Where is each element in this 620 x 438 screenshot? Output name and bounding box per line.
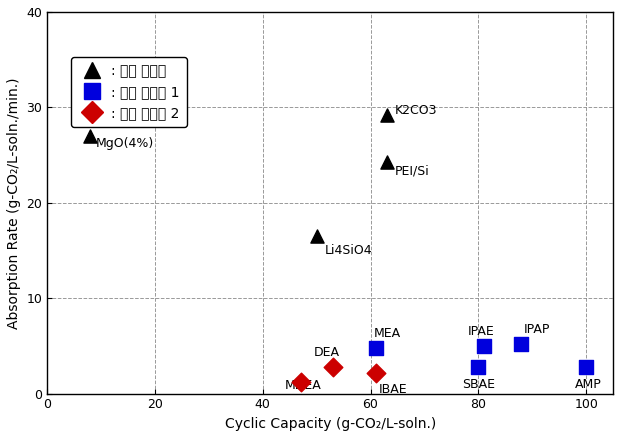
- Text: MgO(4%): MgO(4%): [95, 137, 154, 150]
- Point: [382, 112, 392, 119]
- Text: IPAE: IPAE: [467, 325, 494, 338]
- Point: [328, 364, 338, 371]
- Point: [166, 61, 176, 68]
- Text: K2CO3: K2CO3: [395, 104, 437, 117]
- Text: AMP: AMP: [575, 378, 602, 391]
- Point: [581, 364, 591, 371]
- Point: [86, 132, 95, 139]
- Text: IPAP: IPAP: [524, 323, 551, 336]
- Legend: : 건식 흉수제, : 습식 흉수제 1, : 습식 흉수제 2: : 건식 흉수제, : 습식 흉수제 1, : 습식 흉수제 2: [71, 57, 187, 127]
- Point: [123, 96, 133, 103]
- Point: [371, 344, 381, 351]
- X-axis label: Cyclic Capacity (g-CO₂/L-soln.): Cyclic Capacity (g-CO₂/L-soln.): [224, 417, 436, 431]
- Text: IBAE: IBAE: [379, 383, 407, 396]
- Text: DEA: DEA: [314, 346, 340, 359]
- Text: MEA: MEA: [373, 327, 401, 340]
- Point: [312, 233, 322, 240]
- Y-axis label: Absorption Rate (g-CO₂/L-soln./min.): Absorption Rate (g-CO₂/L-soln./min.): [7, 77, 21, 328]
- Point: [474, 364, 484, 371]
- Text: MDEA: MDEA: [285, 378, 321, 392]
- Point: [296, 379, 306, 386]
- Point: [382, 158, 392, 165]
- Text: Li4SiO4: Li4SiO4: [325, 244, 373, 257]
- Text: PEI/Si: PEI/Si: [395, 165, 430, 178]
- Point: [516, 340, 526, 347]
- Text: Amine: Amine: [136, 93, 176, 106]
- Point: [479, 343, 489, 350]
- Point: [371, 369, 381, 376]
- Text: SBAE: SBAE: [462, 378, 495, 391]
